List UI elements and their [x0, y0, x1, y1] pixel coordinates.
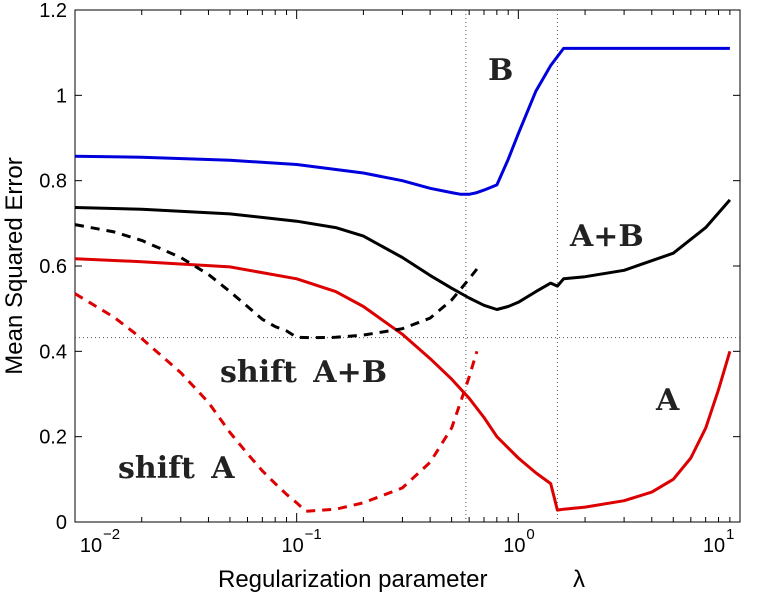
x-tick-label-exponent: 0 [526, 526, 534, 543]
x-tick-label-base: 10 [503, 535, 525, 557]
x-tick-label-base: 10 [80, 535, 102, 557]
y-tick-label: 0.8 [39, 171, 67, 193]
y-tick-label: 1.2 [39, 0, 67, 22]
y-tick-label: 0.6 [39, 256, 67, 278]
x-tick-label-exponent: 1 [726, 526, 734, 543]
x-tick-label-exponent: −1 [305, 526, 322, 543]
x-tick-label-base: 10 [282, 535, 304, 557]
annotation-b: B [488, 53, 513, 88]
series-line-b [74, 46, 730, 196]
series-line-shift-a [74, 292, 479, 513]
y-tick-label: 0 [56, 512, 67, 534]
x-axis-symbol: λ [573, 566, 585, 593]
series-line-shift-a-plus-b [74, 223, 479, 340]
x-axis-label: Regularization parameter [218, 566, 487, 593]
x-tick-label-exponent: −2 [103, 526, 120, 543]
y-tick-label: 0.2 [39, 427, 67, 449]
x-tick-label-base: 10 [703, 535, 725, 557]
annotation-shift-a-plus-b: shift A+B [220, 355, 387, 390]
annotation-a-plus-b: A+B [569, 219, 644, 254]
y-tick-label: 1 [56, 85, 67, 107]
annotation-a: A [655, 383, 680, 418]
plot-area [74, 9, 741, 523]
y-tick-label: 0.4 [39, 341, 67, 363]
y-axis-label: Mean Squared Error [1, 157, 28, 374]
series-line-a [74, 257, 732, 512]
annotation-shift-a: shift A [118, 451, 235, 486]
series-group [74, 46, 732, 513]
series-line-a-plus-b [74, 198, 732, 311]
